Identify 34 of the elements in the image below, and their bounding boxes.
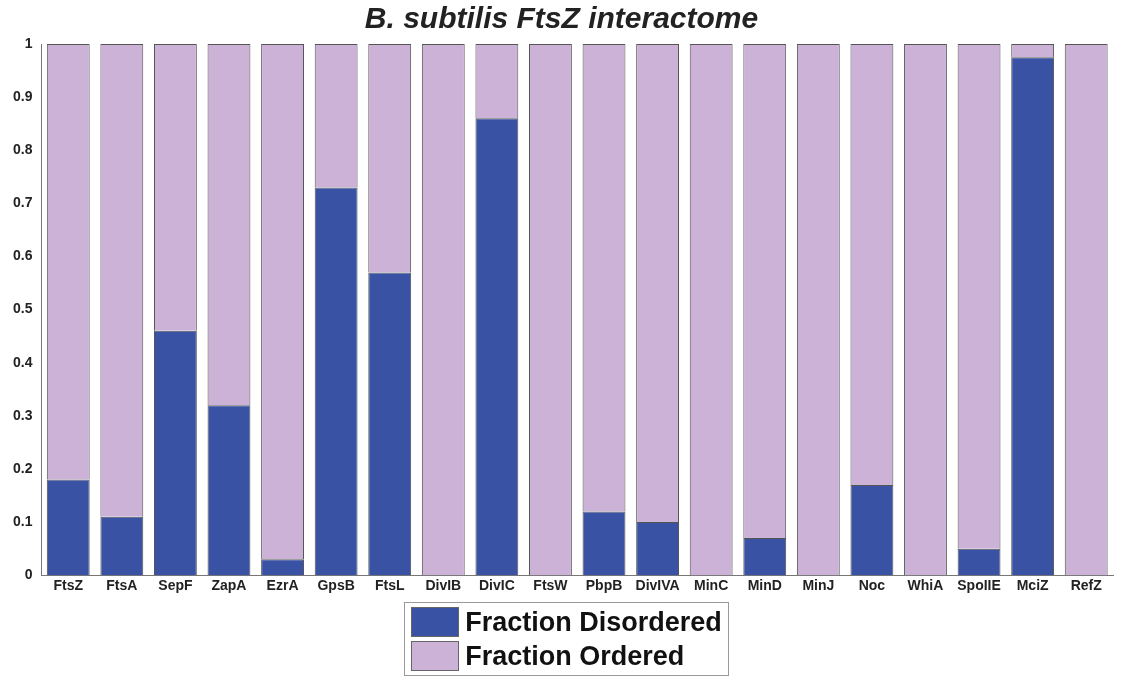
x-tick-label: SepF (158, 577, 193, 594)
y-tick-label: 1 (24, 34, 33, 51)
x-tick-label: MinD (747, 577, 782, 594)
x-tick-label: PbpB (585, 577, 623, 594)
x-tick-label: FtsA (106, 577, 138, 594)
x-tick-label: MciZ (1016, 577, 1050, 594)
x-tick-label: EzrA (266, 577, 299, 594)
x-tick-label: WhiA (907, 577, 944, 594)
x-tick-label: FtsZ (53, 577, 84, 594)
y-tick-label: 0.4 (12, 353, 33, 370)
x-tick-label: RefZ (1070, 577, 1103, 594)
x-tick-label: DivIVA (635, 577, 680, 594)
y-tick-label: 0 (24, 566, 33, 583)
x-tick-label: FtsW (533, 577, 569, 594)
y-tick-label: 0.2 (12, 459, 33, 476)
x-tick-label: MinC (694, 577, 729, 594)
y-tick-label: 0.1 (12, 512, 33, 529)
x-tick-label: GpsB (317, 577, 355, 594)
x-tick-label: Noc (858, 577, 886, 594)
x-tick-label: SpoIIE (957, 577, 1001, 594)
y-tick-label: 0.3 (12, 406, 33, 423)
y-tick-label: 0.9 (12, 87, 33, 104)
x-tick-label: DivIC (478, 577, 515, 594)
x-tick-label: FtsL (374, 577, 405, 594)
x-tick-label: MinJ (802, 577, 835, 594)
y-tick-label: 0.6 (12, 247, 33, 264)
y-tick-label: 0.5 (12, 300, 33, 317)
y-tick-label: 0.8 (12, 141, 33, 158)
y-tick-label: 0.7 (12, 194, 33, 211)
x-tick-label: ZapA (211, 577, 247, 594)
text: Fraction Ordered (465, 640, 685, 673)
chart-title: B. subtilis FtsZ interactome (364, 1, 759, 35)
legend-label: Fraction Disordered (465, 606, 722, 639)
x-tick-label: DivIB (425, 577, 462, 594)
